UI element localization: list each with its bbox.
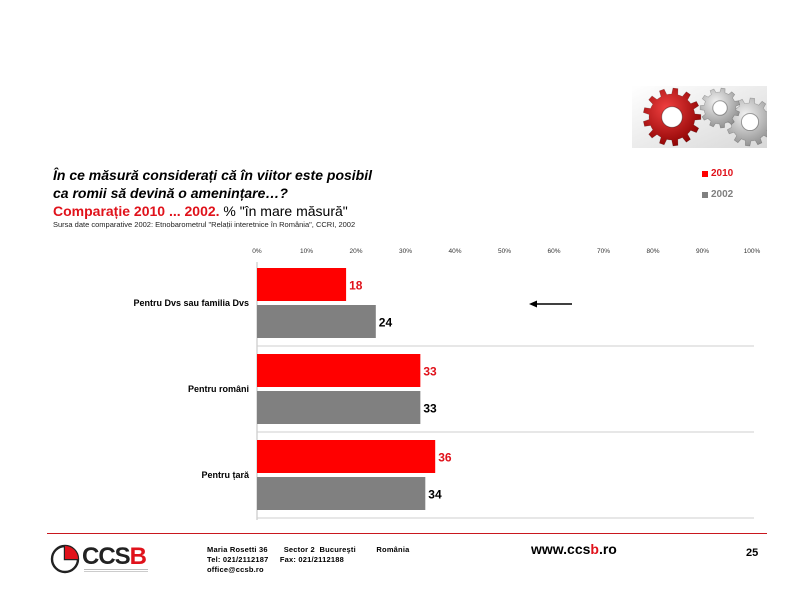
data-label: 33 xyxy=(423,365,437,379)
bar-2002-3 xyxy=(257,477,426,510)
x-tick-label: 60% xyxy=(547,248,560,255)
website-prefix: www.ccs xyxy=(531,541,591,557)
website-suffix: .ro xyxy=(598,541,617,557)
x-tick-label: 80% xyxy=(646,248,659,255)
bar-2010-1 xyxy=(257,268,347,301)
x-tick-label: 90% xyxy=(696,248,709,255)
red-gear-icon-hub xyxy=(661,106,683,128)
bar-chart: 0% 10% 20% 30% 40% 50% 60% 70% 80% 90% 100% 18 24 Pen… xyxy=(133,248,761,520)
data-label: 18 xyxy=(349,279,363,293)
page-number: 25 xyxy=(746,547,759,559)
category-label: Pentru români xyxy=(188,384,249,394)
gray-gear-icon-hub xyxy=(740,112,760,132)
question-line-2: ca romii să devină o amenințare…? xyxy=(53,185,288,201)
ccsb-logo-mark xyxy=(50,544,80,574)
bar-2002-2 xyxy=(257,391,421,424)
category-label: Pentru Dvs sau familia Dvs xyxy=(133,298,249,308)
source-note: Sursa date comparative 2002: Etnobaromet… xyxy=(53,220,356,229)
x-tick-label: 100% xyxy=(744,248,761,255)
bar-2010-2 xyxy=(257,354,421,387)
x-tick-label: 20% xyxy=(349,248,362,255)
legend-swatch-2002 xyxy=(702,191,708,198)
data-label: 36 xyxy=(438,451,452,465)
legend-swatch-2010 xyxy=(702,170,708,177)
x-tick-label: 40% xyxy=(448,248,461,255)
gears-image xyxy=(632,86,767,148)
gray-gear-icon-hub xyxy=(712,100,728,116)
x-tick-label: 70% xyxy=(597,248,610,255)
website-accent: b xyxy=(590,541,599,557)
address-line-1: Maria Rosetti 36 Sector 2 Bucureşti Româ… xyxy=(207,545,410,554)
legend-item-2010: 2010 xyxy=(702,168,733,179)
address-line-2: Tel: 021/2112187 Fax: 021/2112188 xyxy=(207,555,344,564)
question-line-1: În ce măsură considerați că în viitor es… xyxy=(53,167,372,183)
x-tick-label: 50% xyxy=(498,248,511,255)
ccsb-logo: CCSB xyxy=(50,543,160,575)
footer-divider xyxy=(47,533,767,534)
legend-item-2002: 2002 xyxy=(702,189,733,200)
x-tick-label: 10% xyxy=(300,248,313,255)
ccsb-logo-text: CCSB xyxy=(82,543,147,570)
bar-2002-1 xyxy=(257,305,376,338)
legend-label-2010: 2010 xyxy=(711,168,734,179)
data-label: 33 xyxy=(423,402,437,416)
email-link[interactable]: office@ccsb.ro xyxy=(207,565,264,574)
x-tick-label: 30% xyxy=(399,248,412,255)
comparison-title: Comparație 2010 ... 2002. % "în mare măs… xyxy=(53,203,348,219)
comparison-title-black: % "în mare măsură" xyxy=(219,203,348,219)
data-label: 34 xyxy=(428,488,442,502)
data-label: 24 xyxy=(379,316,393,330)
bar-2010-3 xyxy=(257,440,436,473)
x-tick-label: 0% xyxy=(252,248,262,255)
website-link[interactable]: www.ccsb.ro xyxy=(531,541,617,557)
arrow-icon xyxy=(529,300,537,308)
legend-label-2002: 2002 xyxy=(711,189,734,200)
comparison-title-red: Comparație 2010 ... 2002. xyxy=(53,203,220,219)
category-label: Pentru țară xyxy=(201,470,250,480)
